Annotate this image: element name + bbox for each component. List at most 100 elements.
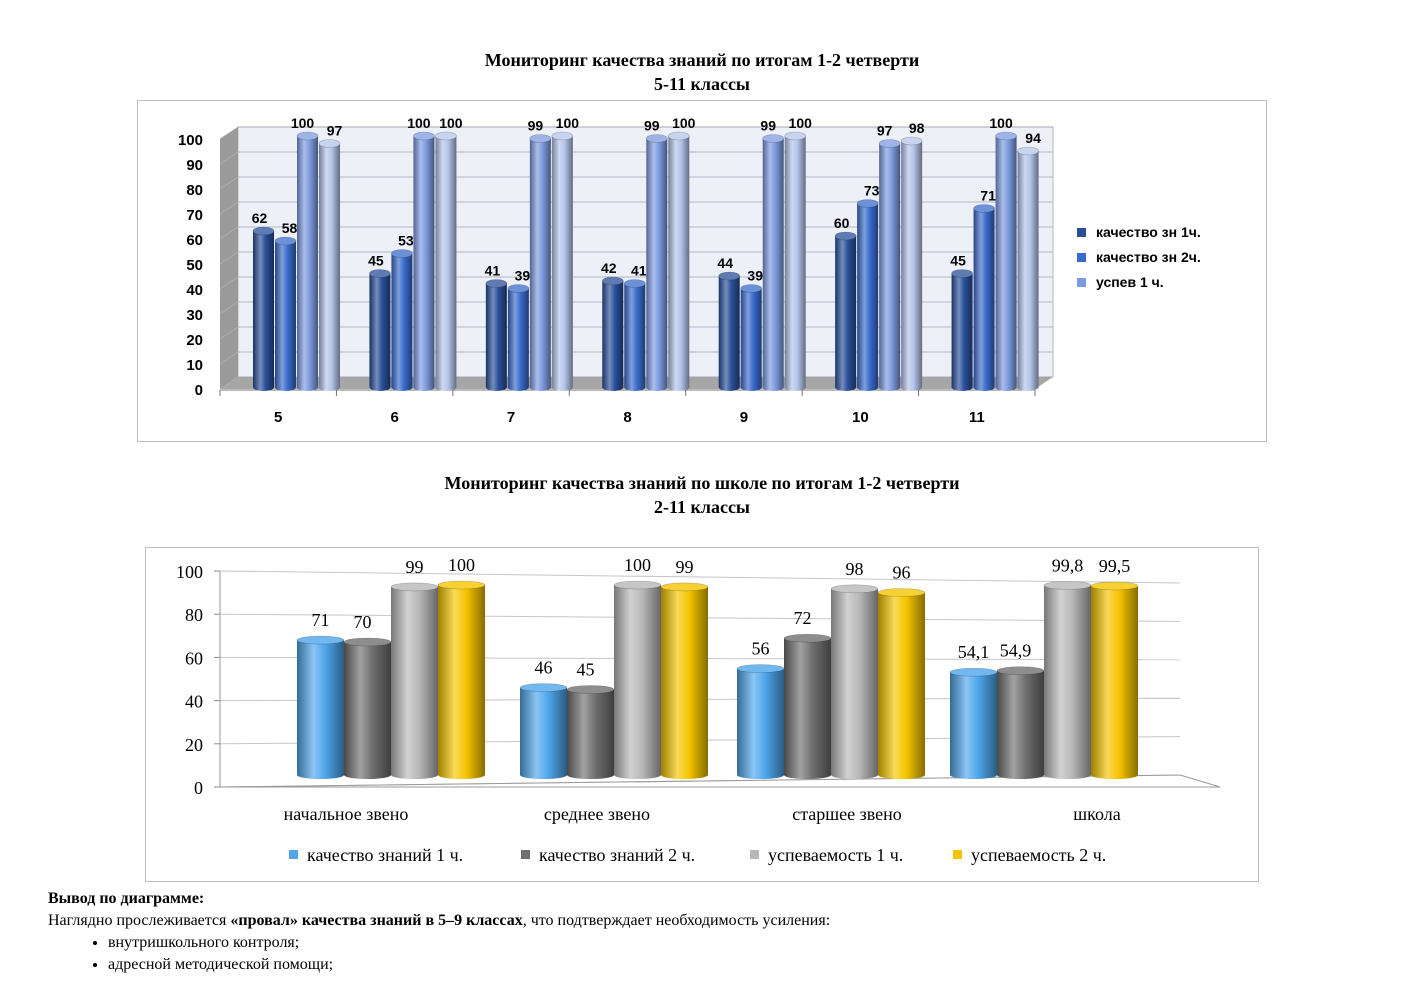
legend-swatch bbox=[1077, 228, 1086, 237]
y-tick-label: 80 bbox=[186, 182, 203, 199]
bar bbox=[901, 141, 923, 387]
bar bbox=[614, 585, 661, 775]
bar-top bbox=[507, 284, 530, 293]
x-tick-label: 10 bbox=[852, 409, 869, 426]
data-label: 72 bbox=[794, 608, 812, 628]
x-tick-label: 5 bbox=[274, 409, 282, 426]
gridline-side bbox=[219, 151, 239, 165]
legend-swatch bbox=[750, 850, 759, 859]
data-label: 44 bbox=[717, 255, 733, 271]
x-tick-label: школа bbox=[1073, 804, 1120, 824]
conclusion-text-before: Наглядно прослеживается bbox=[48, 912, 231, 929]
legend-swatch bbox=[1077, 253, 1086, 262]
bar bbox=[995, 136, 1017, 387]
bar bbox=[661, 586, 708, 775]
y-tick-label: 60 bbox=[186, 232, 203, 249]
bar-top bbox=[877, 588, 926, 597]
bar-top bbox=[830, 584, 879, 594]
bar bbox=[551, 136, 573, 387]
bar bbox=[737, 668, 784, 775]
gridline bbox=[219, 570, 1181, 584]
data-label: 99,5 bbox=[1099, 556, 1131, 576]
y-tick-label: 0 bbox=[194, 778, 203, 798]
chart1-title-line2: 5-11 классы bbox=[653, 74, 750, 94]
bar bbox=[413, 136, 435, 387]
data-label: 99 bbox=[676, 557, 694, 577]
bar bbox=[369, 273, 391, 387]
bar bbox=[857, 203, 879, 387]
bar bbox=[507, 288, 529, 387]
bar-top bbox=[613, 580, 662, 590]
data-label: 99,8 bbox=[1052, 555, 1084, 575]
bar-top bbox=[660, 582, 709, 592]
bar-top bbox=[900, 136, 923, 146]
data-label: 98 bbox=[909, 120, 925, 136]
bar bbox=[831, 588, 878, 775]
data-label: 100 bbox=[439, 115, 463, 131]
data-label: 54,1 bbox=[958, 642, 990, 662]
gridline-side bbox=[219, 226, 239, 240]
bar-top bbox=[996, 666, 1045, 675]
data-label: 98 bbox=[846, 559, 864, 579]
y-tick-label: 20 bbox=[186, 332, 203, 349]
x-tick-label: 7 bbox=[507, 409, 515, 426]
bar-top bbox=[736, 664, 785, 673]
x-tick-label: 6 bbox=[390, 409, 398, 426]
x-tick-label: старшее звено bbox=[792, 804, 902, 824]
bar bbox=[668, 136, 690, 387]
x-tick-label: начальное звено bbox=[284, 804, 409, 824]
bar bbox=[344, 642, 391, 775]
bar bbox=[624, 283, 646, 387]
y-tick-label: 40 bbox=[185, 692, 203, 712]
bar-top bbox=[485, 279, 508, 288]
data-label: 54,9 bbox=[1000, 641, 1032, 661]
conclusion-text-bold: «провал» качества знаний в 5–9 классах bbox=[230, 912, 523, 929]
legend-swatch bbox=[1077, 278, 1086, 287]
legend-label: успеваемость 2 ч. bbox=[971, 845, 1106, 865]
bar bbox=[950, 672, 997, 775]
data-label: 100 bbox=[407, 115, 431, 131]
chart1-title: Мониторинг качества знаний по итогам 1-2… bbox=[0, 48, 1404, 96]
gridline-side bbox=[219, 351, 239, 365]
bar-top bbox=[995, 131, 1017, 141]
data-label: 71 bbox=[312, 610, 330, 630]
bar-top bbox=[551, 131, 574, 141]
x-tick-label: среднее звено bbox=[544, 804, 650, 824]
bar bbox=[1044, 585, 1091, 775]
data-label: 97 bbox=[877, 123, 893, 139]
data-label: 56 bbox=[752, 639, 770, 659]
bar-top bbox=[784, 131, 807, 141]
bar bbox=[1091, 585, 1138, 775]
gridline-side bbox=[219, 126, 239, 140]
chart2-title-line1: Мониторинг качества знаний по школе по и… bbox=[444, 473, 960, 493]
bar bbox=[784, 136, 806, 387]
bar-top bbox=[762, 134, 785, 143]
chart1-title-line1: Мониторинг качества знаний по итогам 1-2… bbox=[484, 50, 920, 70]
bar-top bbox=[566, 685, 615, 694]
bar-top bbox=[718, 271, 741, 281]
data-label: 53 bbox=[398, 233, 414, 249]
data-label: 96 bbox=[893, 563, 911, 583]
bar bbox=[438, 585, 485, 775]
bar-top bbox=[1017, 146, 1039, 156]
bar-top bbox=[296, 131, 319, 141]
bar bbox=[567, 689, 614, 775]
data-label: 100 bbox=[624, 555, 651, 575]
bar-top bbox=[973, 204, 995, 213]
bar bbox=[951, 273, 973, 387]
bar bbox=[997, 670, 1044, 775]
x-tick-label: 11 bbox=[969, 409, 985, 426]
bar-top bbox=[369, 269, 391, 278]
data-label: 99 bbox=[644, 118, 660, 134]
bar bbox=[529, 138, 551, 387]
bar-top bbox=[740, 284, 763, 293]
conclusion-text-after: , что подтверждает необходимость усилени… bbox=[522, 912, 831, 929]
conclusion-heading: Вывод по диаграмме: bbox=[48, 890, 205, 907]
data-label: 39 bbox=[515, 268, 531, 284]
y-tick-label: 60 bbox=[185, 648, 203, 668]
bar bbox=[784, 638, 831, 775]
bar-top bbox=[856, 199, 879, 208]
chart2-title-line2: 2-11 классы bbox=[653, 497, 750, 517]
x-tick-label: 9 bbox=[740, 409, 748, 426]
bar bbox=[1017, 151, 1039, 387]
